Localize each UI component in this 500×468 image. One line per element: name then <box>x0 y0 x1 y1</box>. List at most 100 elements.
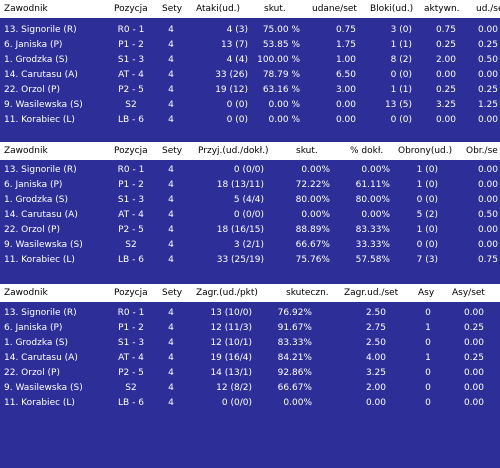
cell-effectiveness: 0.00% <box>301 165 330 175</box>
cell-player: 13. Signorile (R) <box>4 308 77 318</box>
cell-player: 22. Orzol (P) <box>4 368 60 378</box>
col-header-player[interactable]: Zawodnik <box>4 4 48 14</box>
cell-attacks: 0 (0) <box>226 100 248 110</box>
col-header-attacks[interactable]: Ataki(ud.) <box>196 4 241 14</box>
col-header-position[interactable]: Pozycja <box>114 146 148 156</box>
table-row[interactable]: 1. Grodzka (S) S1 - 3 4 5 (4/4) 80.00% 8… <box>0 193 500 207</box>
cell-aces-per-set: 0.00 <box>463 368 484 378</box>
cell-position: AT - 4 <box>118 210 144 220</box>
col-header-defenses-per-set[interactable]: Obr./se <box>466 146 498 156</box>
table-row[interactable]: 14. Carutasu (A) AT - 4 4 33 (26) 78.79 … <box>0 68 500 82</box>
cell-sets: 4 <box>168 70 174 80</box>
col-header-receptions[interactable]: Przyj.(ud./dokł.) <box>198 146 269 156</box>
col-header-effectiveness[interactable]: skut. <box>264 4 286 14</box>
table-row[interactable]: 11. Korabiec (L) LB - 6 4 33 (25/19) 75.… <box>0 253 500 267</box>
cell-player: 13. Signorile (R) <box>4 25 77 35</box>
table-row[interactable]: 22. Orzol (P) P2 - 5 4 18 (16/15) 88.89%… <box>0 223 500 237</box>
col-header-defenses[interactable]: Obrony(ud.) <box>398 146 453 156</box>
table-row[interactable]: 22. Orzol (P) P2 - 5 4 14 (13/1) 92.86% … <box>0 366 500 380</box>
cell-player: 14. Carutasu (A) <box>4 70 78 80</box>
cell-player: 14. Carutasu (A) <box>4 353 78 363</box>
cell-sets: 4 <box>168 195 174 205</box>
cell-receptions: 0 (0/0) <box>233 165 264 175</box>
col-header-sets[interactable]: Sety <box>162 146 183 156</box>
col-header-sets[interactable]: Sety <box>162 288 183 298</box>
table-row[interactable]: 6. Janiska (P) P1 - 2 4 18 (13/11) 72.22… <box>0 178 500 192</box>
cell-defenses: 7 (3) <box>416 255 438 265</box>
table-row[interactable]: 6. Janiska (P) P1 - 2 4 12 (11/3) 91.67%… <box>0 321 500 335</box>
table-row[interactable]: 1. Grodzka (S) S1 - 3 4 4 (4) 100.00 % 1… <box>0 53 500 67</box>
cell-sets: 4 <box>168 255 174 265</box>
cell-effectiveness: 0.00 % <box>268 100 300 110</box>
cell-aces-per-set: 0.00 <box>463 398 484 408</box>
cell-sets: 4 <box>168 115 174 125</box>
col-header-player[interactable]: Zawodnik <box>4 146 48 156</box>
cell-player: 22. Orzol (P) <box>4 225 60 235</box>
cell-effectiveness: 76.92% <box>277 308 312 318</box>
table-row[interactable]: 22. Orzol (P) P2 - 5 4 19 (12) 63.16 % 3… <box>0 83 500 97</box>
col-header-accuracy[interactable]: % dokł. <box>350 146 384 156</box>
col-header-successful-per-set[interactable]: udane/set <box>312 4 357 14</box>
cell-player: 6. Janiska (P) <box>4 323 63 333</box>
cell-blocks-per-set: 0.25 <box>477 40 498 50</box>
cell-player: 13. Signorile (R) <box>4 165 77 175</box>
cell-player: 22. Orzol (P) <box>4 85 60 95</box>
table-row[interactable]: 14. Carutasu (A) AT - 4 4 19 (16/4) 84.2… <box>0 351 500 365</box>
col-header-activity[interactable]: aktywn. <box>424 4 460 14</box>
cell-position: LB - 6 <box>118 398 144 408</box>
cell-activity: 0.00 <box>435 115 456 125</box>
cell-activity: 0.75 <box>435 25 456 35</box>
cell-aces: 0 <box>425 383 431 393</box>
cell-blocks-per-set: 0.50 <box>477 55 498 65</box>
cell-effectiveness: 66.67% <box>277 383 312 393</box>
col-header-effectiveness[interactable]: skut. <box>296 146 318 156</box>
cell-effectiveness: 66.67% <box>295 240 330 250</box>
col-header-position[interactable]: Pozycja <box>114 288 148 298</box>
cell-sets: 4 <box>168 338 174 348</box>
cell-successful-per-set: 0.00 <box>335 115 356 125</box>
cell-serves: 12 (11/3) <box>210 323 252 333</box>
col-header-serves[interactable]: Zagr.(ud./pkt) <box>196 288 258 298</box>
table-row[interactable]: 14. Carutasu (A) AT - 4 4 0 (0/0) 0.00% … <box>0 208 500 222</box>
col-header-blocks[interactable]: Bloki(ud.) <box>370 4 414 14</box>
cell-attacks: 33 (26) <box>215 70 248 80</box>
table-row[interactable]: 13. Signorile (R) R0 - 1 4 0 (0/0) 0.00%… <box>0 163 500 177</box>
cell-effectiveness: 91.67% <box>277 323 312 333</box>
cell-activity: 0.25 <box>435 85 456 95</box>
col-header-serves-per-set[interactable]: Zagr.ud./set <box>344 288 399 298</box>
cell-effectiveness: 84.21% <box>277 353 312 363</box>
table-row[interactable]: 13. Signorile (R) R0 - 1 4 4 (3) 75.00 %… <box>0 23 500 37</box>
col-header-player[interactable]: Zawodnik <box>4 288 48 298</box>
cell-blocks-per-set: 1.25 <box>477 100 498 110</box>
cell-player: 11. Korabiec (L) <box>4 255 75 265</box>
cell-effectiveness: 0.00% <box>283 398 312 408</box>
col-header-position[interactable]: Pozycja <box>114 4 148 14</box>
cell-effectiveness: 83.33% <box>277 338 312 348</box>
cell-position: P2 - 5 <box>118 368 144 378</box>
table-row[interactable]: 9. Wasilewska (S) S2 4 0 (0) 0.00 % 0.00… <box>0 98 500 112</box>
table-row[interactable]: 9. Wasilewska (S) S2 4 3 (2/1) 66.67% 33… <box>0 238 500 252</box>
col-header-sets[interactable]: Sety <box>162 4 183 14</box>
cell-accuracy: 0.00% <box>361 165 390 175</box>
table-row[interactable]: 1. Grodzka (S) S1 - 3 4 12 (10/1) 83.33%… <box>0 336 500 350</box>
table-row[interactable]: 11. Korabiec (L) LB - 6 4 0 (0/0) 0.00% … <box>0 396 500 410</box>
table-header: Zawodnik Pozycja Sety Przyj.(ud./dokł.) … <box>0 142 500 160</box>
table-row[interactable]: 13. Signorile (R) R0 - 1 4 13 (10/0) 76.… <box>0 306 500 320</box>
cell-player: 9. Wasilewska (S) <box>4 240 83 250</box>
col-header-aces-per-set[interactable]: Asy/set <box>452 288 485 298</box>
cell-aces: 0 <box>425 368 431 378</box>
cell-sets: 4 <box>168 308 174 318</box>
col-header-aces[interactable]: Asy <box>418 288 435 298</box>
table-row[interactable]: 6. Janiska (P) P1 - 2 4 13 (7) 53.85 % 1… <box>0 38 500 52</box>
col-header-effectiveness[interactable]: skuteczn. <box>286 288 329 298</box>
col-header-blocks-per-set[interactable]: ud./se <box>476 4 500 14</box>
cell-serves: 19 (16/4) <box>210 353 252 363</box>
table-row[interactable]: 11. Korabiec (L) LB - 6 4 0 (0) 0.00 % 0… <box>0 113 500 127</box>
cell-aces: 0 <box>425 338 431 348</box>
cell-sets: 4 <box>168 398 174 408</box>
cell-defenses: 1 (0) <box>416 180 438 190</box>
cell-serves: 14 (13/1) <box>210 368 252 378</box>
cell-serves-per-set: 0.00 <box>365 398 386 408</box>
cell-effectiveness: 53.85 % <box>262 40 300 50</box>
table-row[interactable]: 9. Wasilewska (S) S2 4 12 (8/2) 66.67% 2… <box>0 381 500 395</box>
